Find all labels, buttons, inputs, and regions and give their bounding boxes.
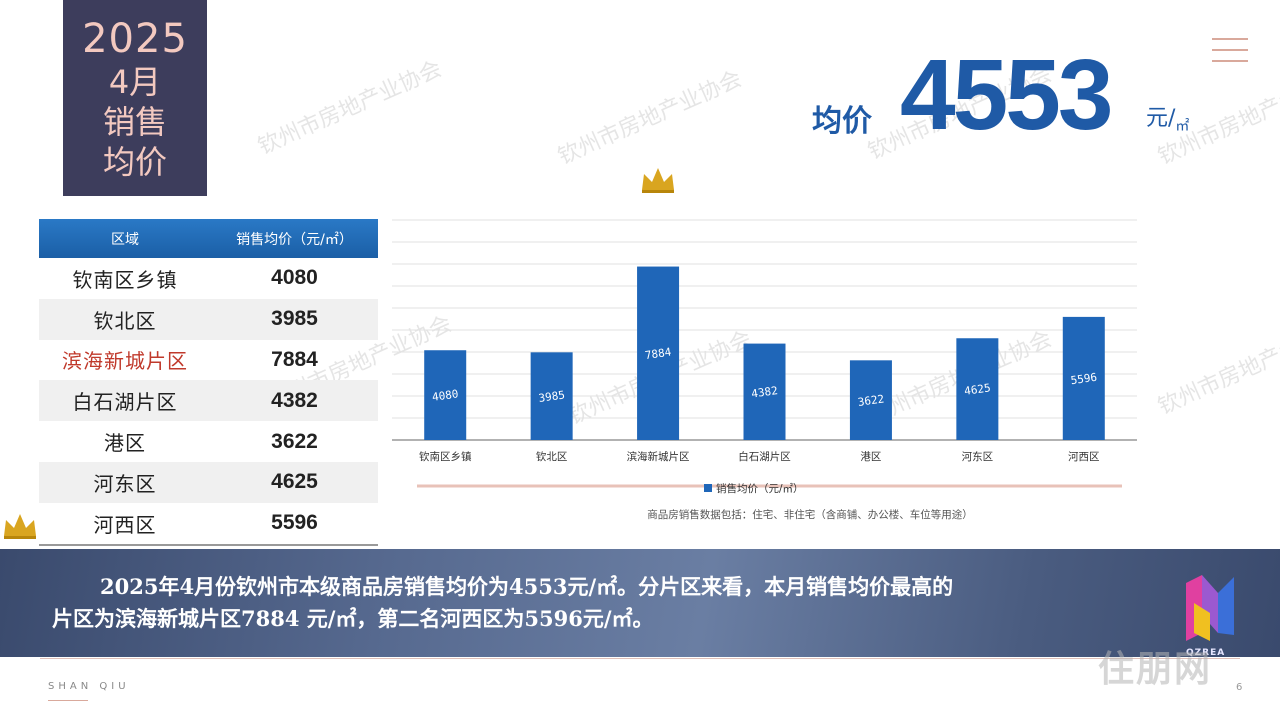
title-line-1: 销售: [102, 103, 167, 141]
legend-label: 销售均价（元/㎡）: [716, 482, 804, 495]
average-price-unit: 元/㎡: [1146, 106, 1190, 135]
title-line-2: 均价: [102, 143, 167, 181]
bar-data-label: 7884: [644, 345, 672, 362]
row-area: 河西区: [93, 512, 157, 537]
page-number: 6: [1236, 682, 1243, 693]
average-price-label: 均价: [812, 104, 872, 139]
bar-data-label: 5596: [1070, 371, 1098, 388]
bar-chart: 4080 钦南区乡镇 3985 钦北区 7884 滨海新城片区 4382 白石湖片区 3622 港…: [392, 200, 1142, 530]
qzrea-logo-icon: [1186, 575, 1234, 641]
title-block: 2025 4月 销售 均价: [63, 0, 207, 196]
row-area: 河东区: [93, 471, 157, 496]
price-table: 区域 销售均价（元/㎡） 钦南区乡镇 4080 钦北区 3985 滨海新城片区 …: [39, 219, 378, 546]
average-price-value: 4553: [900, 39, 1113, 151]
chart-note: 商品房销售数据包括：住宅、非住宅（含商铺、办公楼、车位等用途）: [647, 508, 973, 521]
x-tick-label: 白石湖片区: [738, 450, 791, 463]
footer-brand: SHAN QIU: [48, 681, 130, 692]
x-tick-label: 滨海新城片区: [627, 450, 690, 463]
table-bottom-rule: [39, 543, 378, 546]
x-tick-label: 钦南区乡镇: [419, 450, 472, 463]
bar-data-label: 4382: [751, 384, 779, 401]
chart-bar: [743, 343, 786, 440]
chart-bar: [637, 266, 680, 440]
bar-chart-svg: 4080 钦南区乡镇 3985 钦北区 7884 滨海新城片区 4382 白石湖片区 3622 港…: [392, 219, 1137, 521]
table-row: 钦北区 3985: [39, 298, 378, 340]
row-area: 港区: [104, 431, 146, 456]
footer-accent-line: [48, 700, 88, 701]
site-logo-watermark: 住朋网: [1098, 649, 1213, 690]
x-tick-label: 河东区: [962, 450, 994, 463]
row-area: 钦南区乡镇: [72, 267, 178, 292]
bar-data-label: 3622: [857, 392, 885, 409]
watermark: 钦州市房地产业协会: [554, 66, 746, 170]
title-year: 2025: [82, 16, 188, 62]
x-tick-label: 港区: [860, 451, 881, 463]
table-row: 滨海新城片区 7884: [39, 340, 378, 381]
header-price: 销售均价（元/㎡）: [236, 231, 353, 248]
crown-icon: [640, 166, 676, 194]
row-price: 7884: [271, 347, 318, 371]
bar-data-label: 4625: [963, 381, 991, 398]
qzrea-logo-text: QZREA: [1186, 648, 1226, 658]
header-area: 区域: [111, 231, 139, 248]
row-price: 3622: [271, 429, 318, 453]
chart-bar: [1062, 316, 1105, 440]
summary-line-2: 片区为滨海新城片区7884 元/㎡，第二名河西区为5596元/㎡。: [52, 606, 654, 631]
watermark: 钦州市房地产业协会: [254, 56, 446, 160]
summary-line-1: 2025年4月份钦州市本级商品房销售均价为4553元/㎡。分片区来看，本月销售均…: [100, 574, 954, 599]
row-price: 4382: [271, 388, 318, 412]
chart-bar: [530, 352, 573, 440]
table-row: 河东区 4625: [39, 461, 378, 503]
menu-icon[interactable]: [1212, 38, 1248, 62]
row-price: 5596: [271, 511, 318, 535]
row-price: 4080: [271, 266, 318, 290]
legend-swatch: [704, 484, 712, 492]
row-price: 4625: [271, 470, 318, 494]
summary-banner: 2025年4月份钦州市本级商品房销售均价为4553元/㎡。分片区来看，本月销售均…: [0, 549, 1280, 658]
table-row: 钦南区乡镇 4080: [39, 258, 378, 299]
table-row: 白石湖片区 4382: [39, 380, 378, 422]
table-row: 河西区 5596: [39, 503, 378, 544]
summary-text: 2025年4月份钦州市本级商品房销售均价为4553元/㎡。分片区来看，本月销售均…: [52, 571, 1162, 635]
row-area: 白石湖片区: [72, 390, 178, 415]
row-area: 滨海新城片区: [62, 349, 188, 374]
row-price: 3985: [271, 307, 318, 331]
title-month: 4月: [108, 63, 162, 101]
chart-bar: [849, 360, 892, 440]
x-tick-label: 钦北区: [536, 451, 568, 463]
bar-data-label: 3985: [538, 388, 566, 405]
chart-bar: [956, 338, 999, 440]
bar-data-label: 4080: [431, 387, 459, 404]
row-area: 钦北区: [93, 308, 157, 333]
table-row: 港区 3622: [39, 421, 378, 462]
chart-bar: [424, 350, 467, 440]
crown-icon: [2, 512, 38, 540]
table-header: 区域 销售均价（元/㎡）: [39, 219, 378, 258]
footer-divider: [40, 658, 1240, 659]
x-tick-label: 河西区: [1068, 451, 1100, 463]
watermark: 钦州市房地产业协会: [1154, 316, 1280, 420]
